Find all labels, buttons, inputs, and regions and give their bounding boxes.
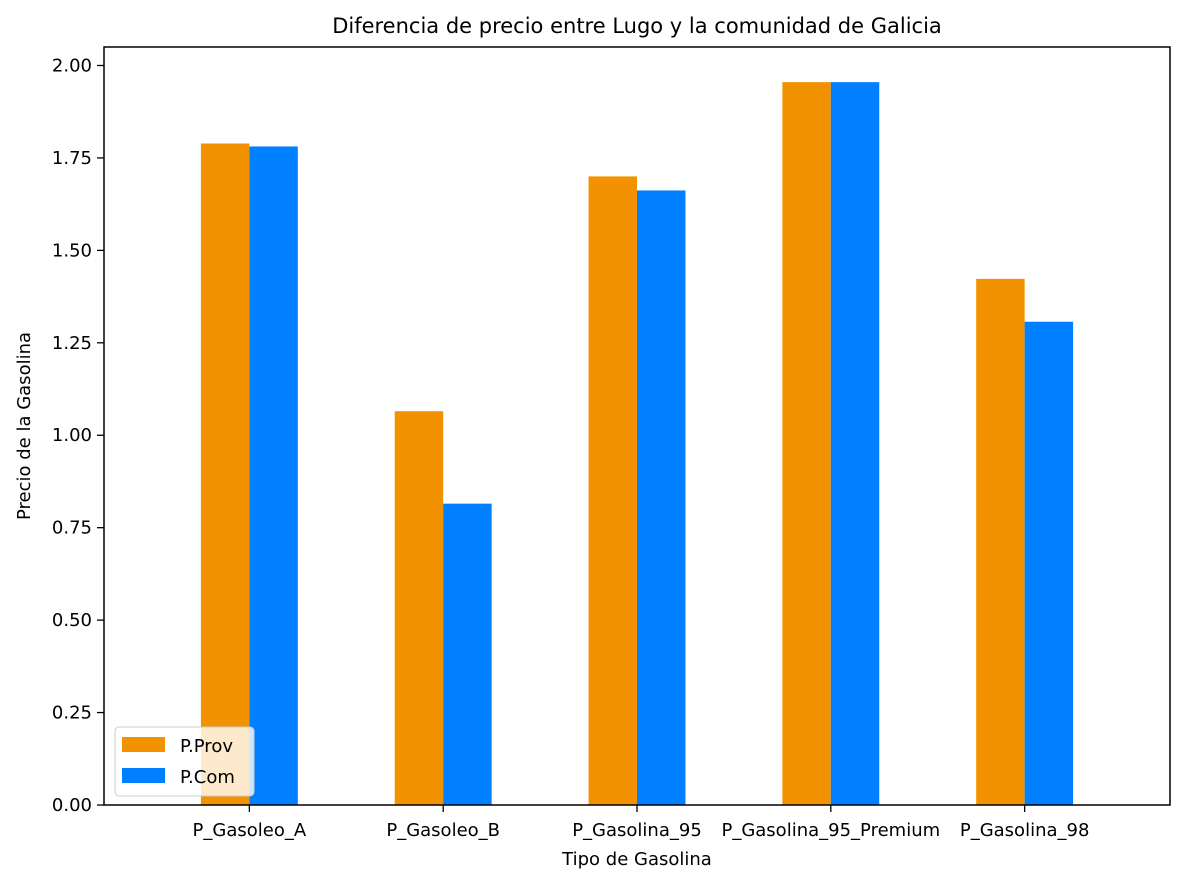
x-axis-label: Tipo de Gasolina bbox=[561, 849, 712, 870]
bar-p-com-p-gasolina-98 bbox=[1024, 321, 1074, 805]
bar-p-com-p-gasoleo-a bbox=[249, 146, 298, 806]
y-tick-label: 0.75 bbox=[52, 518, 92, 539]
x-tick-label: P_Gasolina_95_Premium bbox=[721, 820, 940, 841]
x-axis: P_Gasoleo_A P_Gasoleo_B P_Gasolina_95 P_Gas… bbox=[193, 805, 1090, 841]
bar-p-com-p-gasoleo-b bbox=[443, 503, 492, 805]
bar-p-prov-p-gasolina-95 bbox=[588, 176, 637, 806]
y-tick-label: 0.50 bbox=[52, 610, 92, 631]
x-tick-label: P_Gasolina_98 bbox=[960, 820, 1090, 841]
bar-p-prov-p-gasoleo-a bbox=[200, 143, 250, 805]
y-axis-label: Precio de la Gasolina bbox=[14, 332, 35, 520]
y-tick-label: 1.00 bbox=[52, 425, 92, 446]
legend: P.Prov P.Com bbox=[114, 726, 255, 797]
bar-p-com-p-gasolina-95 bbox=[637, 190, 686, 806]
chart-title: Diferencia de precio entre Lugo y la com… bbox=[332, 14, 942, 38]
legend-label-p-com: P.Com bbox=[180, 767, 235, 788]
legend-swatch-p-prov bbox=[122, 737, 165, 752]
y-tick-label: 2.00 bbox=[52, 55, 92, 76]
y-tick-label: 1.75 bbox=[52, 148, 92, 169]
y-axis: 0.00 0.25 0.50 0.75 1.00 1.25 1.50 1.75 2.00 bbox=[52, 55, 104, 816]
y-tick-label: 0.00 bbox=[52, 795, 92, 816]
legend-label-p-prov: P.Prov bbox=[180, 736, 233, 757]
bars-layer bbox=[200, 82, 1074, 806]
x-tick-label: P_Gasoleo_B bbox=[386, 820, 500, 841]
bar-p-prov-p-gasoleo-b bbox=[394, 411, 444, 805]
x-tick-label: P_Gasolina_95 bbox=[572, 820, 702, 841]
y-tick-label: 1.50 bbox=[52, 240, 92, 261]
legend-swatch-p-com bbox=[122, 768, 165, 783]
x-tick-label: P_Gasoleo_A bbox=[193, 820, 307, 841]
bar-p-com-p-gasolina-95-premium bbox=[830, 82, 880, 805]
y-tick-label: 0.25 bbox=[52, 703, 92, 724]
bar-p-prov-p-gasolina-95-premium bbox=[782, 82, 831, 805]
y-tick-label: 1.25 bbox=[52, 333, 92, 354]
plot-frame bbox=[103, 46, 1171, 806]
bar-p-prov-p-gasolina-98 bbox=[976, 278, 1025, 806]
